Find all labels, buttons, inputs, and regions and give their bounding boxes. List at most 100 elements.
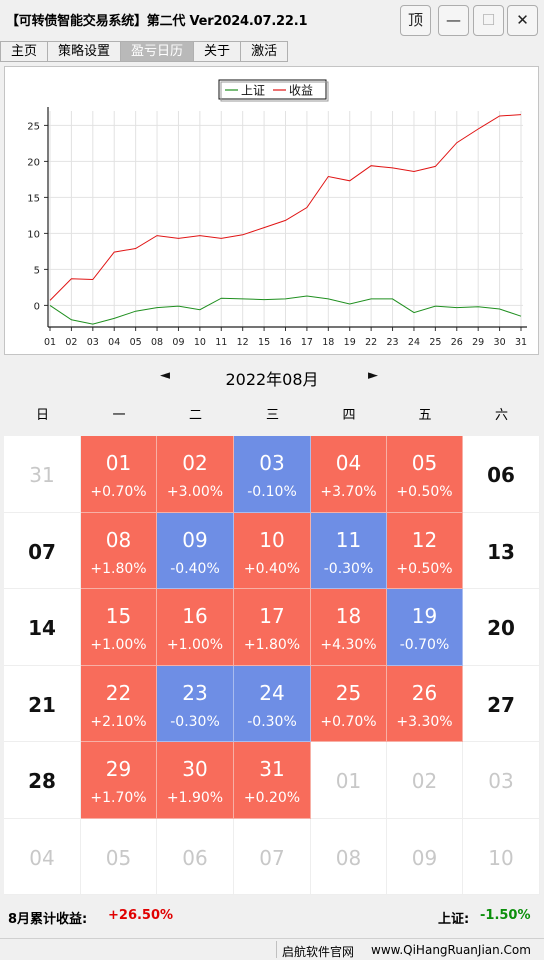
day-number: 17 xyxy=(259,604,285,628)
tab-home[interactable]: 主页 xyxy=(0,41,49,62)
calendar-day-cell[interactable]: 28 xyxy=(4,742,81,819)
calendar-day-cell[interactable]: 09 -0.40% xyxy=(157,512,234,589)
calendar-day-cell[interactable]: 27 xyxy=(463,665,540,742)
minimize-button[interactable]: — xyxy=(438,5,469,36)
calendar-day-cell[interactable]: 06 xyxy=(157,818,234,895)
calendar-day-cell[interactable]: 01 xyxy=(311,742,387,819)
calendar-day-cell[interactable]: 19 -0.70% xyxy=(387,589,463,666)
x-tick-label: 09 xyxy=(172,337,184,348)
calendar-day-cell[interactable]: 03 -0.10% xyxy=(234,436,311,513)
day-number: 10 xyxy=(488,845,514,870)
legend-shadow xyxy=(220,81,329,102)
calendar-day-cell[interactable]: 17 +1.80% xyxy=(234,589,311,666)
calendar-day-cell[interactable]: 08 xyxy=(311,818,387,895)
calendar-day-cell[interactable]: 11 -0.30% xyxy=(311,512,387,589)
day-number: 03 xyxy=(488,769,514,793)
day-return: +0.70% xyxy=(90,484,147,500)
day-return: +0.70% xyxy=(320,713,377,730)
calendar-day-cell[interactable]: 26 +3.30% xyxy=(387,665,463,742)
calendar-grid: 31 01 +0.70% 02 +3.00% 03 -0.10% 04 +3.70% 05 +0.5… xyxy=(4,436,540,895)
calendar-day-cell[interactable]: 04 +3.70% xyxy=(311,436,387,513)
calendar-day-cell[interactable]: 10 +0.40% xyxy=(234,512,311,589)
calendar-day-cell[interactable]: 09 xyxy=(387,818,463,895)
x-tick-label: 22 xyxy=(365,337,377,348)
calendar-day-cell[interactable]: 31 xyxy=(4,436,81,513)
day-number: 07 xyxy=(259,845,285,870)
close-button[interactable]: ✕ xyxy=(507,5,538,36)
day-return: +0.40% xyxy=(243,560,301,577)
y-tick-label: 20 xyxy=(27,157,40,168)
day-return: +0.50% xyxy=(396,484,453,500)
pin-top-button[interactable]: 顶 xyxy=(400,5,431,36)
day-number: 21 xyxy=(28,692,56,717)
day-number: 24 xyxy=(259,680,285,705)
x-tick-label: 23 xyxy=(386,337,398,348)
day-return: +0.50% xyxy=(396,560,453,577)
calendar-day-cell[interactable]: 14 xyxy=(4,589,81,666)
calendar-day-cell[interactable]: 05 xyxy=(81,818,157,895)
x-tick-label: 30 xyxy=(494,337,506,348)
prev-month-icon[interactable]: ◄ xyxy=(160,368,170,383)
calendar-day-cell[interactable]: 03 xyxy=(463,742,540,819)
chart-panel: 0 5 10 15 20 25 01 02 03 04 05 08 09 10 11 12 15 16 17 18 19… xyxy=(4,66,539,355)
y-tick-label: 15 xyxy=(27,193,40,204)
calendar-day-cell[interactable]: 31 +0.20% xyxy=(234,742,311,819)
next-month-icon[interactable]: ► xyxy=(368,368,378,383)
calendar-day-cell[interactable]: 02 xyxy=(387,742,463,819)
day-number: 23 xyxy=(182,680,208,705)
calendar-day-cell[interactable]: 24 -0.30% xyxy=(234,665,311,742)
day-return: +4.30% xyxy=(320,637,377,653)
day-number: 22 xyxy=(105,680,132,705)
calendar-day-cell[interactable]: 04 xyxy=(4,818,81,895)
calendar-day-cell[interactable]: 12 +0.50% xyxy=(387,512,463,589)
x-tick-label: 26 xyxy=(451,337,463,348)
day-number: 12 xyxy=(411,527,438,552)
x-tick-label: 04 xyxy=(108,337,120,348)
calendar-day-cell[interactable]: 20 xyxy=(463,589,540,666)
maximize-button[interactable]: ☐ xyxy=(473,5,504,36)
x-tick-label: 05 xyxy=(130,337,142,348)
x-tick-label: 12 xyxy=(237,337,249,348)
calendar-day-cell[interactable]: 06 xyxy=(463,436,540,513)
calendar-day-cell[interactable]: 23 -0.30% xyxy=(157,665,234,742)
calendar-day-cell[interactable]: 30 +1.90% xyxy=(157,742,234,819)
calendar-day-cell[interactable]: 15 +1.00% xyxy=(81,589,157,666)
tab-activate[interactable]: 激活 xyxy=(240,41,289,62)
legend-label: 收益 xyxy=(289,84,313,98)
calendar-day-cell[interactable]: 07 xyxy=(4,512,81,589)
day-number: 13 xyxy=(487,539,515,564)
calendar-day-cell[interactable]: 13 xyxy=(463,512,540,589)
day-number: 06 xyxy=(182,845,208,870)
tab-about[interactable]: 关于 xyxy=(193,41,242,62)
x-tick-label: 03 xyxy=(87,337,99,348)
day-number: 10 xyxy=(259,527,285,552)
day-return: +1.70% xyxy=(90,790,147,806)
day-number: 07 xyxy=(28,539,56,564)
day-number: 14 xyxy=(28,616,56,640)
calendar-day-cell[interactable]: 01 +0.70% xyxy=(81,436,157,513)
calendar-day-cell[interactable]: 21 xyxy=(4,665,81,742)
day-number: 15 xyxy=(105,604,132,628)
index-return-value: -1.50% xyxy=(480,908,531,923)
calendar-day-cell[interactable]: 08 +1.80% xyxy=(81,512,157,589)
day-number: 01 xyxy=(335,769,362,793)
calendar-day-cell[interactable]: 18 +4.30% xyxy=(311,589,387,666)
month-label: 2022年08月 xyxy=(225,370,319,389)
calendar-day-cell[interactable]: 25 +0.70% xyxy=(311,665,387,742)
day-number: 06 xyxy=(487,463,515,487)
calendar-day-cell[interactable]: 22 +2.10% xyxy=(81,665,157,742)
site-name-link[interactable]: 启航软件官网 xyxy=(282,945,355,959)
index-return-label: 上证: xyxy=(438,912,470,927)
calendar-day-cell[interactable]: 16 +1.00% xyxy=(157,589,234,666)
calendar-day-cell[interactable]: 05 +0.50% xyxy=(387,436,463,513)
tab-pnl-calendar[interactable]: 盈亏日历 xyxy=(120,41,195,62)
calendar-day-cell[interactable]: 10 xyxy=(463,818,540,895)
day-return: +3.00% xyxy=(166,484,224,500)
calendar-day-cell[interactable]: 29 +1.70% xyxy=(81,742,157,819)
calendar-day-cell[interactable]: 07 xyxy=(234,818,311,895)
day-number: 04 xyxy=(335,451,362,475)
site-url-link[interactable]: www.QiHangRuanJian.Com xyxy=(371,943,531,957)
y-tick-label: 25 xyxy=(27,121,40,132)
calendar-day-cell[interactable]: 02 +3.00% xyxy=(157,436,234,513)
tab-strategy-settings[interactable]: 策略设置 xyxy=(47,41,122,62)
